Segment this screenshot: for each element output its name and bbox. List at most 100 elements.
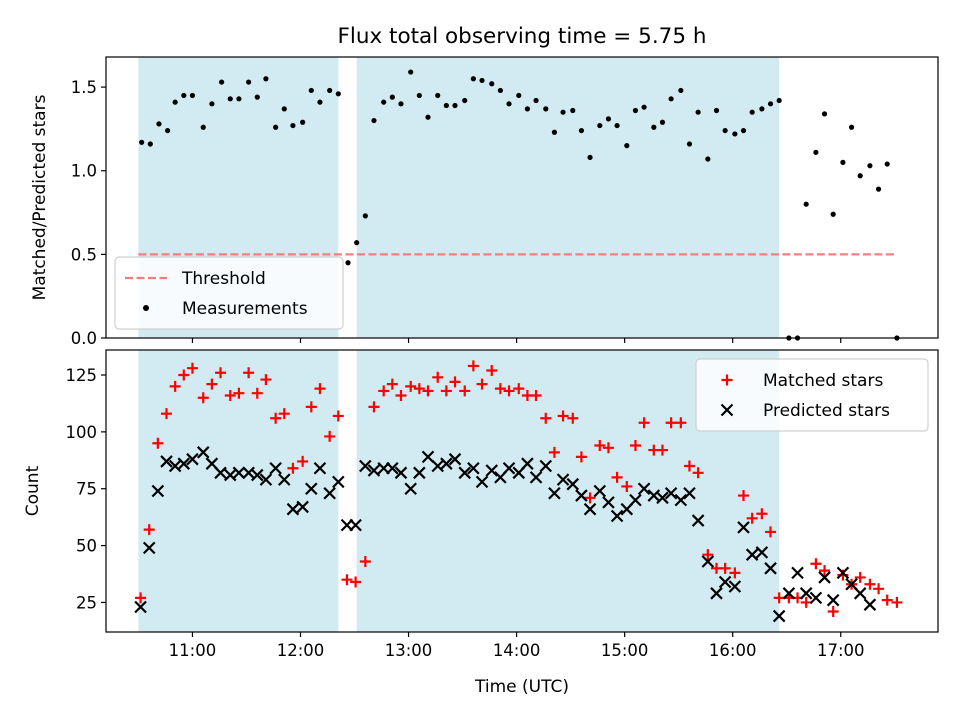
data-point	[404, 482, 417, 496]
legend-swatch	[720, 403, 734, 417]
data-point	[263, 76, 269, 82]
data-point	[296, 500, 309, 514]
data-point	[297, 455, 309, 467]
data-point	[459, 385, 471, 397]
data-point	[405, 380, 417, 392]
data-point	[713, 107, 720, 114]
data-point	[516, 92, 522, 99]
data-point	[884, 161, 890, 167]
data-point	[254, 94, 260, 100]
data-point	[840, 159, 846, 165]
data-point	[215, 367, 227, 379]
data-point	[381, 99, 387, 105]
x-axis-label: Time (UTC)	[474, 677, 569, 697]
data-point	[425, 114, 431, 120]
data-point	[629, 493, 642, 507]
y-tick-label: 100	[66, 423, 98, 442]
y-tick-label: 1.0	[71, 162, 97, 181]
y-tick-label: 1.5	[71, 78, 97, 97]
legend-swatch	[143, 305, 149, 311]
data-point	[232, 466, 246, 480]
data-point	[224, 389, 236, 401]
data-point	[448, 452, 462, 466]
data-point	[813, 149, 819, 155]
data-point	[772, 609, 786, 623]
data-point	[691, 514, 705, 527]
data-point	[803, 201, 809, 207]
data-point	[324, 430, 336, 442]
data-point	[308, 87, 314, 94]
data-point	[467, 461, 480, 475]
data-point	[189, 92, 196, 99]
data-point	[273, 124, 279, 130]
legend-box	[695, 358, 929, 432]
data-point	[513, 383, 525, 395]
count-y-axis-label: Count	[23, 465, 43, 516]
data-point	[345, 260, 351, 266]
data-point	[227, 96, 233, 102]
data-point	[557, 410, 569, 422]
data-point	[746, 512, 758, 524]
data-point	[821, 111, 828, 117]
data-point	[147, 141, 153, 147]
data-point	[246, 79, 252, 85]
data-point	[506, 101, 512, 107]
x-tick-label: 12:00	[277, 641, 325, 660]
data-point	[186, 452, 199, 466]
data-point	[683, 460, 695, 472]
data-point	[551, 129, 558, 135]
data-point	[864, 578, 876, 590]
data-point	[836, 566, 850, 580]
data-point	[566, 477, 580, 491]
data-point	[738, 490, 750, 502]
data-point	[818, 571, 831, 584]
data-point	[695, 109, 701, 115]
data-point	[560, 109, 566, 115]
data-point	[151, 484, 165, 498]
data-point	[251, 387, 263, 399]
data-point	[664, 486, 678, 500]
data-point	[259, 473, 273, 486]
data-point	[719, 562, 731, 574]
data-point	[575, 451, 587, 463]
data-point	[313, 461, 327, 475]
legend-label: Measurements	[182, 299, 308, 319]
data-point	[181, 92, 187, 99]
data-point	[524, 106, 531, 112]
data-point	[624, 143, 630, 149]
data-point	[530, 389, 542, 401]
x-tick-label: 14:00	[493, 641, 541, 660]
data-point	[290, 122, 296, 129]
data-point	[359, 459, 372, 473]
data-point	[678, 87, 684, 94]
data-point	[819, 565, 831, 577]
data-point	[621, 480, 633, 492]
data-point	[443, 102, 449, 109]
data-point	[873, 583, 885, 595]
data-point	[543, 106, 549, 112]
data-point	[300, 119, 306, 125]
data-point	[386, 378, 398, 390]
data-point	[135, 592, 147, 604]
data-point	[848, 124, 855, 130]
data-point	[497, 87, 503, 94]
data-point	[177, 457, 191, 470]
y-tick-label: 75	[76, 480, 97, 499]
data-point	[728, 580, 742, 593]
data-point	[269, 461, 282, 475]
data-point	[799, 587, 813, 600]
data-point	[632, 107, 639, 114]
data-point	[250, 468, 264, 482]
data-point	[567, 412, 579, 424]
data-point	[656, 444, 668, 456]
data-point	[629, 440, 641, 452]
ratio-panel: 0.0 0.5 1.0 1.5 Matched/Predicted stars Thres…	[30, 56, 939, 348]
data-point	[854, 571, 866, 583]
data-point	[665, 417, 677, 429]
data-point	[476, 378, 488, 390]
data-point	[782, 587, 796, 600]
data-point	[692, 467, 704, 479]
data-point	[362, 213, 368, 219]
data-point	[398, 101, 404, 107]
data-point	[638, 417, 650, 429]
